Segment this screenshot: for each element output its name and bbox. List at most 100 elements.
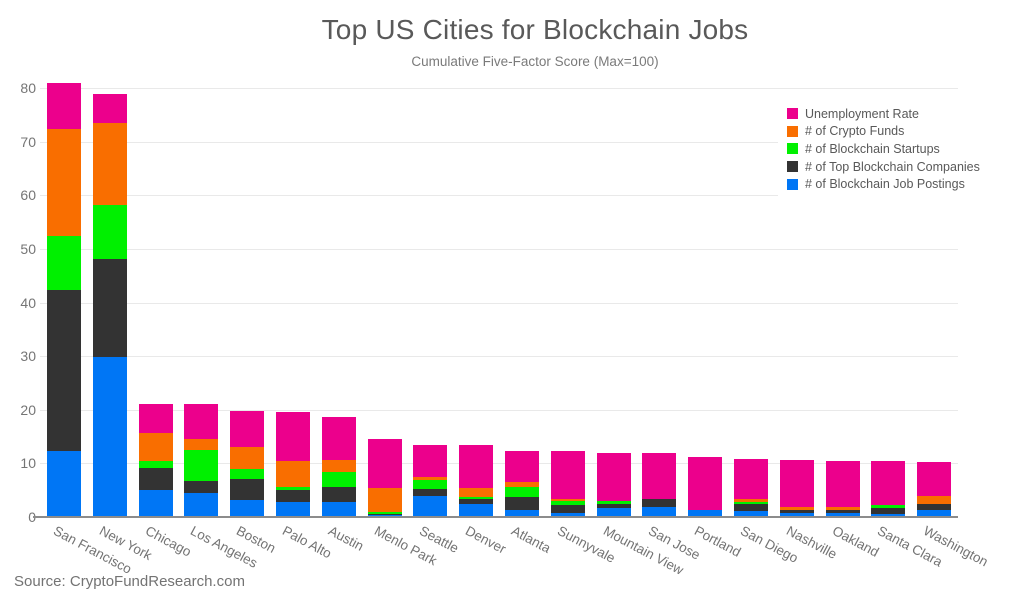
- bar-segment: [276, 502, 310, 517]
- legend-swatch-icon: [787, 143, 798, 155]
- bar-nashville: [779, 460, 814, 517]
- legend-item: # of Blockchain Job Postings: [787, 175, 980, 193]
- bar-segment: [779, 506, 814, 511]
- x-tick-label: Denver: [463, 523, 509, 557]
- bar-segment: [596, 500, 631, 504]
- bar-segment: [825, 506, 860, 511]
- bar-segment: [688, 509, 723, 517]
- bar-segment: [92, 258, 127, 357]
- bar-segment: [138, 403, 173, 434]
- bar-segment: [367, 488, 402, 513]
- bar-segment: [642, 506, 677, 517]
- bar-segment: [47, 129, 81, 237]
- legend-item-label: # of Crypto Funds: [805, 124, 905, 139]
- x-axis-line: [40, 516, 958, 518]
- bar-mountain-view: [596, 453, 631, 517]
- bar-segment: [47, 290, 81, 452]
- legend-item: Unemployment Rate: [787, 105, 980, 123]
- bar-segment: [871, 460, 906, 505]
- bar-segment: [276, 460, 310, 487]
- bar-segment: [642, 453, 677, 500]
- bar-segment: [459, 498, 494, 505]
- bar-segment: [871, 507, 906, 514]
- bar-segment: [184, 492, 219, 517]
- bar-segment: [413, 496, 448, 517]
- y-tick-label: 50: [20, 240, 36, 257]
- bar-segment: [138, 468, 173, 490]
- x-tick-label: Atlanta: [508, 523, 554, 556]
- bar-segment: [276, 412, 310, 461]
- bar-new-york: [92, 94, 127, 517]
- bar-segment: [825, 460, 860, 507]
- y-tick-label: 40: [20, 294, 36, 311]
- zero-tick-mark: [33, 516, 40, 518]
- bar-segment: [505, 496, 539, 510]
- bar-segment: [779, 513, 814, 517]
- legend: Unemployment Rate # of Crypto Funds # of B…: [778, 98, 990, 200]
- bar-palo-alto: [276, 412, 310, 517]
- bar-segment: [92, 94, 127, 123]
- bar-denver: [459, 445, 494, 517]
- legend-item: # of Top Blockchain Companies: [787, 158, 980, 176]
- bar-segment: [413, 488, 448, 497]
- bar-segment: [734, 511, 768, 517]
- bar-segment: [413, 480, 448, 489]
- bar-segment: [917, 496, 952, 505]
- bar-segment: [550, 450, 585, 500]
- bar-segment: [92, 122, 127, 206]
- bar-segment: [47, 236, 81, 291]
- bar-san-francisco: [47, 82, 81, 517]
- legend-item-label: # of Blockchain Job Postings: [805, 177, 965, 192]
- legend-item-label: Unemployment Rate: [805, 106, 919, 121]
- bar-segment: [871, 504, 906, 508]
- bar-segment: [550, 504, 585, 513]
- bar-boston: [230, 410, 265, 517]
- bar-segment: [550, 501, 585, 505]
- bar-segment: [505, 450, 539, 483]
- bar-segment: [596, 453, 631, 501]
- legend-swatch-icon: [787, 161, 798, 173]
- x-tick-label: Palo Alto: [279, 523, 335, 562]
- bar-oakland: [825, 460, 860, 517]
- bar-segment: [138, 489, 173, 517]
- y-tick-label: 60: [20, 187, 36, 204]
- bar-segment: [734, 502, 768, 505]
- plot-area: San Francisco New York Chicago Los Angeles B…: [40, 82, 991, 578]
- bar-segment: [230, 410, 265, 447]
- bar-seattle: [413, 444, 448, 517]
- bar-segment: [459, 496, 494, 499]
- legend-swatch-icon: [787, 178, 798, 190]
- bar-segment: [596, 508, 631, 517]
- bar-san-jose: [642, 453, 677, 517]
- bar-segment: [367, 439, 402, 489]
- bar-segment: [184, 439, 219, 450]
- y-tick-label: 0: [2, 508, 36, 526]
- bar-segment: [321, 472, 356, 487]
- bar-segment: [505, 509, 539, 517]
- bar-menlo-park: [367, 439, 402, 517]
- bar-segment: [230, 469, 265, 479]
- bar-segment: [550, 499, 585, 502]
- legend-item: # of Crypto Funds: [787, 123, 980, 141]
- bar-segment: [917, 461, 952, 497]
- bar-segment: [138, 433, 173, 461]
- bar-segment: [505, 482, 539, 487]
- bar-segment: [47, 451, 81, 517]
- bar-segment: [184, 403, 219, 440]
- bar-atlanta: [505, 450, 539, 517]
- x-tick-label: Oakland: [829, 523, 882, 560]
- bar-segment: [47, 82, 81, 130]
- bar-washington: [917, 461, 952, 517]
- bar-segment: [779, 510, 814, 514]
- bar-segment: [413, 477, 448, 481]
- gridline: [40, 141, 958, 143]
- bar-segment: [596, 503, 631, 509]
- bar-segment: [321, 417, 356, 461]
- gridline: [40, 356, 958, 358]
- gridline: [40, 409, 958, 411]
- bar-segment: [459, 488, 494, 497]
- bar-segment: [230, 446, 265, 470]
- bar-san-diego: [734, 458, 768, 517]
- legend-item: # of Blockchain Startups: [787, 140, 980, 158]
